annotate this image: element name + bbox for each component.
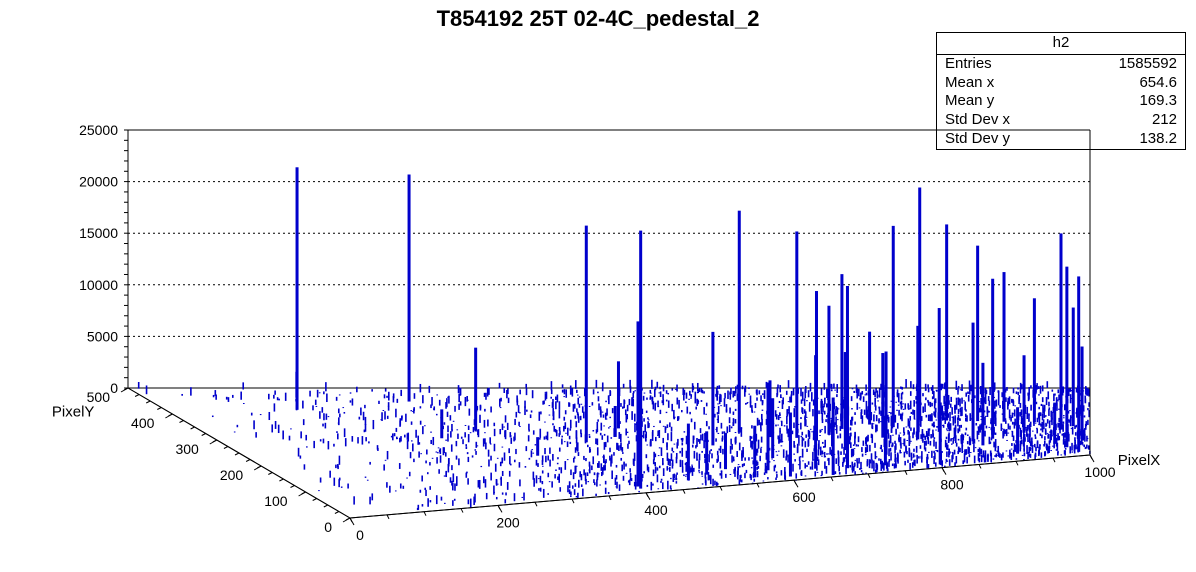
svg-text:25000: 25000	[79, 122, 118, 138]
svg-text:400: 400	[644, 502, 668, 518]
svg-text:10000: 10000	[79, 277, 118, 293]
svg-text:PixelY: PixelY	[52, 404, 95, 421]
svg-text:600: 600	[792, 489, 816, 505]
svg-text:15000: 15000	[79, 225, 118, 241]
bars	[295, 167, 1083, 488]
svg-text:800: 800	[940, 477, 964, 493]
svg-text:0: 0	[324, 519, 332, 535]
svg-text:PixelX: PixelX	[1118, 452, 1161, 469]
svg-text:20000: 20000	[79, 174, 118, 190]
svg-text:300: 300	[175, 441, 199, 457]
svg-text:200: 200	[220, 467, 244, 483]
svg-text:1000: 1000	[1084, 464, 1115, 480]
svg-text:5000: 5000	[87, 328, 118, 344]
svg-text:400: 400	[131, 415, 155, 431]
lego-plot-3d: 0500010000150002000025000020040060080010…	[0, 0, 1196, 572]
svg-text:100: 100	[264, 493, 288, 509]
svg-text:0: 0	[356, 527, 364, 543]
svg-text:200: 200	[496, 514, 520, 530]
svg-text:500: 500	[87, 389, 111, 405]
svg-text:0: 0	[110, 380, 118, 396]
